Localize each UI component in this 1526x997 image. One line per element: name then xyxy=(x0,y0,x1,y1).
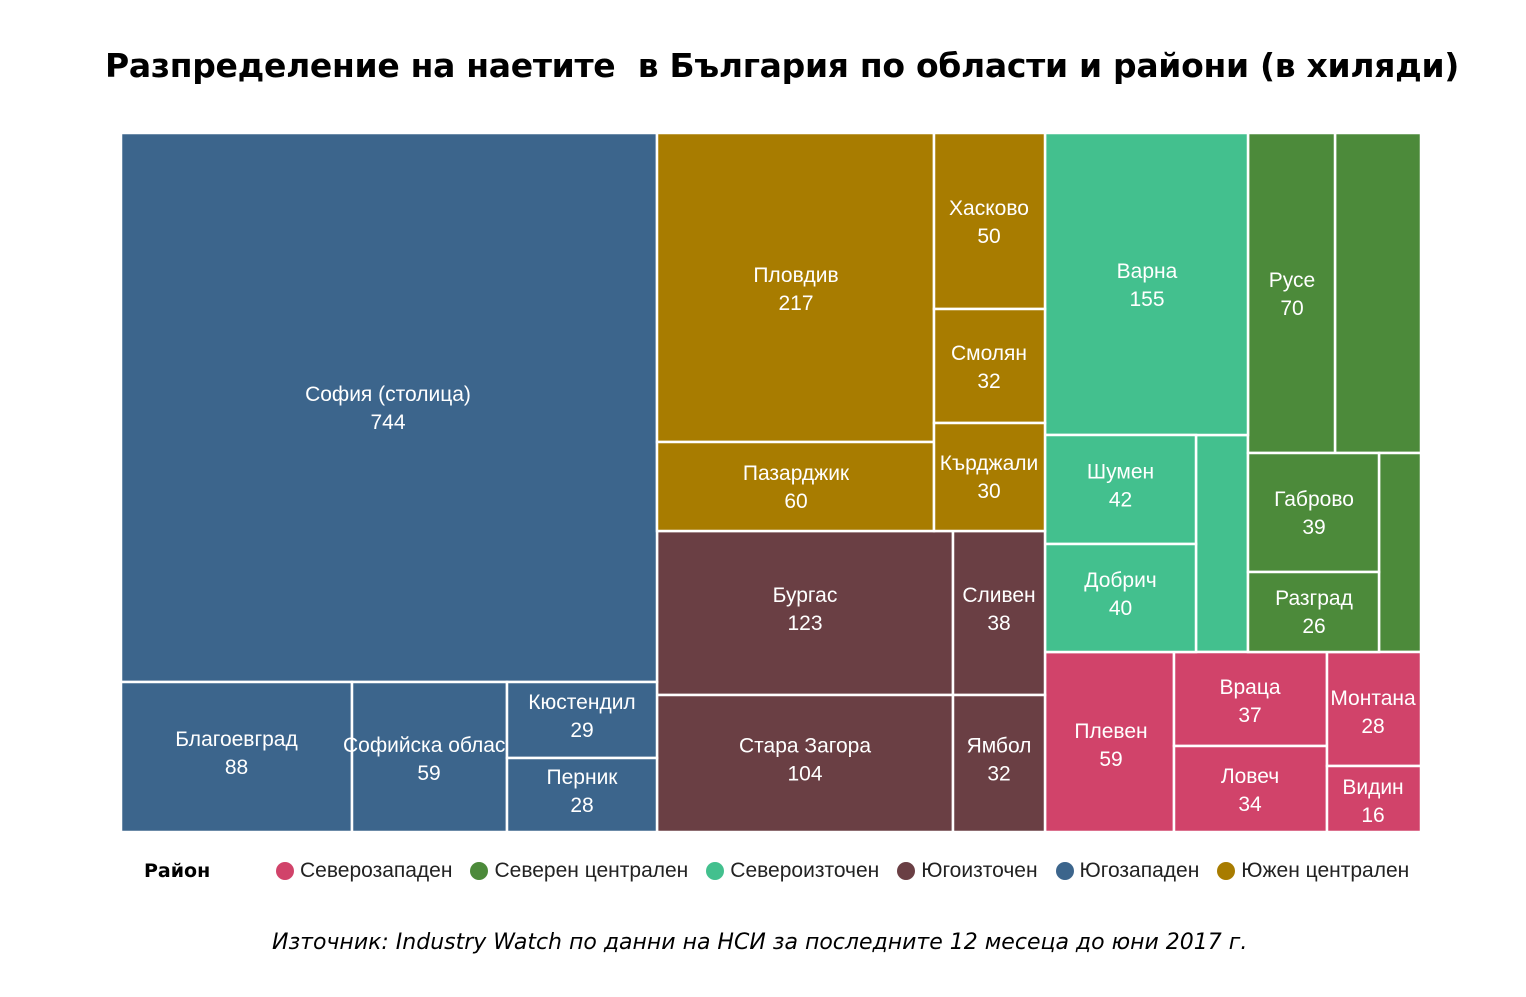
legend-label: Югозападен xyxy=(1079,859,1200,882)
treemap-cell-unlabeled-nc-1 xyxy=(1333,131,1423,455)
treemap-value-плевен: 59 xyxy=(1099,748,1122,771)
treemap-cell-unlabeled-ne-1 xyxy=(1194,433,1250,654)
treemap-value-пловдив: 217 xyxy=(778,292,813,315)
treemap-cell-unlabeled-nc-2 xyxy=(1377,451,1423,654)
treemap-value-перник: 28 xyxy=(570,794,593,817)
legend-swatch xyxy=(1217,862,1236,880)
treemap-cell-варна xyxy=(1043,131,1250,437)
treemap-cell-пловдив xyxy=(655,131,936,444)
treemap-value-хасково: 50 xyxy=(977,225,1000,248)
treemap-value-софийска-област: 59 xyxy=(417,762,440,785)
treemap-value-русе: 70 xyxy=(1280,297,1303,320)
treemap-cell-враца xyxy=(1172,650,1329,748)
legend-swatch xyxy=(1055,862,1074,880)
treemap-label-хасково: Хасково xyxy=(949,197,1029,220)
treemap-label-шумен: Шумен xyxy=(1087,461,1154,484)
chart-title: Разпределение на наетите в България по о… xyxy=(105,46,1460,85)
treemap-value-кърджали: 30 xyxy=(977,480,1000,503)
treemap-value-видин: 16 xyxy=(1361,804,1384,827)
treemap-value-ямбол: 32 xyxy=(987,763,1010,786)
treemap-value-варна: 155 xyxy=(1129,288,1164,311)
treemap-cell-софия-столица xyxy=(119,131,659,684)
legend-title: Район xyxy=(144,860,211,882)
legend-item-североизточен: Североизточен xyxy=(706,859,879,883)
treemap-cell-кюстендил xyxy=(505,680,659,760)
treemap-label-благоевград: Благоевград xyxy=(175,728,297,751)
treemap-label-кюстендил: Кюстендил xyxy=(528,691,635,714)
treemap-cell-ловеч xyxy=(1172,744,1329,834)
treemap-label-добрич: Добрич xyxy=(1084,569,1157,592)
treemap-value-сливен: 38 xyxy=(987,612,1010,635)
treemap-cell-ямбол xyxy=(951,693,1047,834)
treemap-label-враца: Враца xyxy=(1219,676,1280,699)
treemap-cell-благоевград xyxy=(119,680,354,834)
treemap-label-кърджали: Кърджали xyxy=(940,452,1039,475)
treemap-cell-бургас xyxy=(655,529,955,697)
treemap-cell-пазарджик xyxy=(655,440,936,533)
treemap-label-смолян: Смолян xyxy=(951,342,1027,365)
legend-label: Южен централен xyxy=(1241,859,1410,882)
treemap-label-русе: Русе xyxy=(1269,269,1315,292)
legend-item-югоизточен: Югоизточен xyxy=(897,859,1038,883)
legend-label: Североизточен xyxy=(730,859,880,882)
treemap-value-благоевград: 88 xyxy=(225,756,248,779)
legend: Район Северозападен Северен централен Севе… xyxy=(144,856,1427,886)
treemap-label-сливен: Сливен xyxy=(962,584,1035,607)
treemap-label-разград: Разград xyxy=(1275,587,1353,610)
treemap-label-стара-загора: Стара Загора xyxy=(739,735,871,758)
treemap-value-стара-загора: 104 xyxy=(787,763,822,786)
treemap-value-кюстендил: 29 xyxy=(570,719,593,742)
legend-item-южен-централен: Южен централен xyxy=(1217,859,1409,883)
treemap-label-бургас: Бургас xyxy=(773,584,838,607)
treemap-value-пазарджик: 60 xyxy=(784,490,807,513)
legend-label: Югоизточен xyxy=(921,859,1038,882)
legend-label: Северен централен xyxy=(494,859,689,882)
treemap-label-софия-столица: София (столица) xyxy=(305,383,471,406)
treemap-cell-разград xyxy=(1246,570,1381,654)
legend-swatch xyxy=(276,862,294,880)
treemap-label-пазарджик: Пазарджик xyxy=(743,462,850,485)
treemap-value-габрово: 39 xyxy=(1302,516,1325,539)
treemap-label-варна: Варна xyxy=(1117,260,1178,283)
treemap-cell-сливен xyxy=(951,529,1047,697)
treemap-value-шумен: 42 xyxy=(1109,489,1132,512)
treemap-label-перник: Перник xyxy=(547,766,619,789)
treemap-label-монтана: Монтана xyxy=(1330,687,1416,710)
treemap-label-габрово: Габрово xyxy=(1274,488,1354,511)
treemap-cell-софийска-област xyxy=(350,680,509,834)
treemap-value-разград: 26 xyxy=(1302,615,1325,638)
legend-label: Северозападен xyxy=(300,859,453,882)
treemap-cell-хасково xyxy=(932,131,1047,311)
treemap-cell-кърджали xyxy=(932,421,1047,533)
treemap-label-пловдив: Пловдив xyxy=(753,264,838,287)
treemap-cell-видин xyxy=(1325,764,1423,834)
treemap-label-видин: Видин xyxy=(1342,776,1403,799)
treemap-cell-русе xyxy=(1246,131,1337,455)
treemap-value-ловеч: 34 xyxy=(1238,793,1262,816)
legend-items: Северозападен Северен централен Североизто… xyxy=(276,859,1427,883)
legend-item-северозападен: Северозападен xyxy=(276,859,452,883)
legend-swatch xyxy=(470,862,489,880)
source-note: Източник: Industry Watch по данни на НСИ… xyxy=(272,930,1248,955)
treemap-value-враца: 37 xyxy=(1238,704,1261,727)
legend-item-югозападен: Югозападен xyxy=(1055,859,1200,883)
treemap-cell-смолян xyxy=(932,307,1047,425)
legend-item-северен-централен: Северен централен xyxy=(470,859,688,883)
treemap-cell-перник xyxy=(505,756,659,834)
treemap-value-смолян: 32 xyxy=(977,370,1000,393)
legend-swatch xyxy=(706,862,725,880)
treemap-label-ловеч: Ловеч xyxy=(1221,765,1279,788)
treemap-value-софия-столица: 744 xyxy=(370,411,405,434)
treemap-value-добрич: 40 xyxy=(1109,597,1132,620)
treemap-cell-стара-загора xyxy=(655,693,955,834)
treemap-label-ямбол: Ямбол xyxy=(967,735,1032,758)
treemap-value-монтана: 28 xyxy=(1361,715,1384,738)
treemap-cell-габрово xyxy=(1246,451,1381,574)
treemap-value-бургас: 123 xyxy=(787,612,822,635)
treemap-label-плевен: Плевен xyxy=(1074,720,1147,743)
treemap-label-софийска-област: Софийска област xyxy=(343,734,515,757)
legend-swatch xyxy=(897,862,916,880)
